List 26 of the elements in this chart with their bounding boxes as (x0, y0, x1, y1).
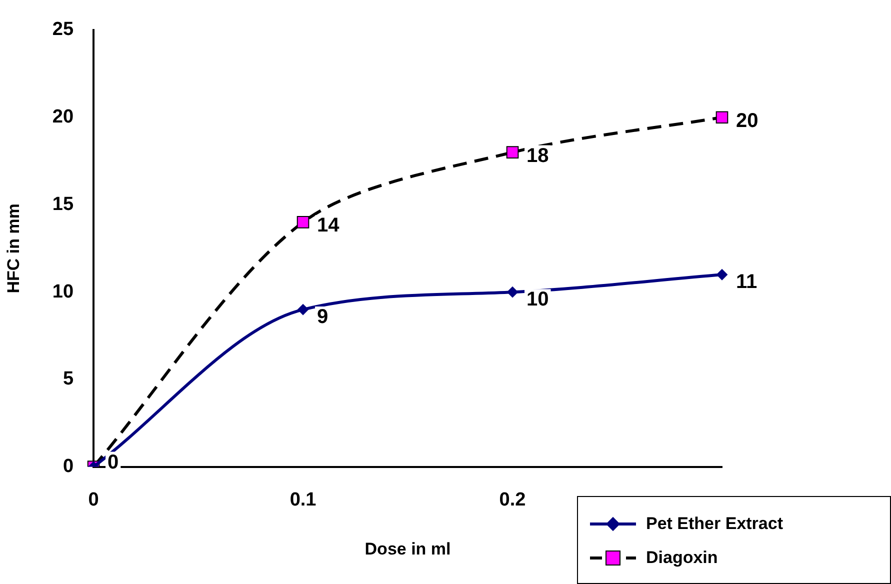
point (716, 111, 728, 124)
point (507, 286, 518, 298)
y-tick-label: 20 (52, 106, 74, 128)
point (716, 269, 728, 280)
point (506, 146, 519, 158)
point (298, 304, 309, 316)
x-tick-label: 0.1 (290, 489, 317, 510)
point (296, 216, 310, 228)
data-label: 14 (317, 214, 340, 237)
y-tick-label: 15 (52, 194, 74, 215)
data-label: 10 (526, 288, 549, 311)
data-label: 18 (526, 144, 549, 167)
legend-label: Pet Ether Extract (646, 514, 783, 534)
y-tick-label: 5 (62, 368, 74, 390)
data-label: 20 (736, 110, 758, 132)
legend-label: Diagoxin (646, 548, 718, 568)
data-label: 11 (736, 271, 758, 294)
y-tick-label: 25 (52, 19, 74, 40)
y-tick-label: 10 (52, 281, 74, 302)
data-label: 9 (317, 306, 328, 328)
data-label: 0 (108, 451, 119, 474)
y-axis-title: HFC in mm (4, 204, 23, 294)
y-tick-label: 0 (62, 456, 74, 478)
x-tick-label: 0.2 (499, 489, 526, 510)
x-tick-label: 0 (88, 489, 99, 510)
x-axis-title: Dose in ml (364, 539, 451, 558)
